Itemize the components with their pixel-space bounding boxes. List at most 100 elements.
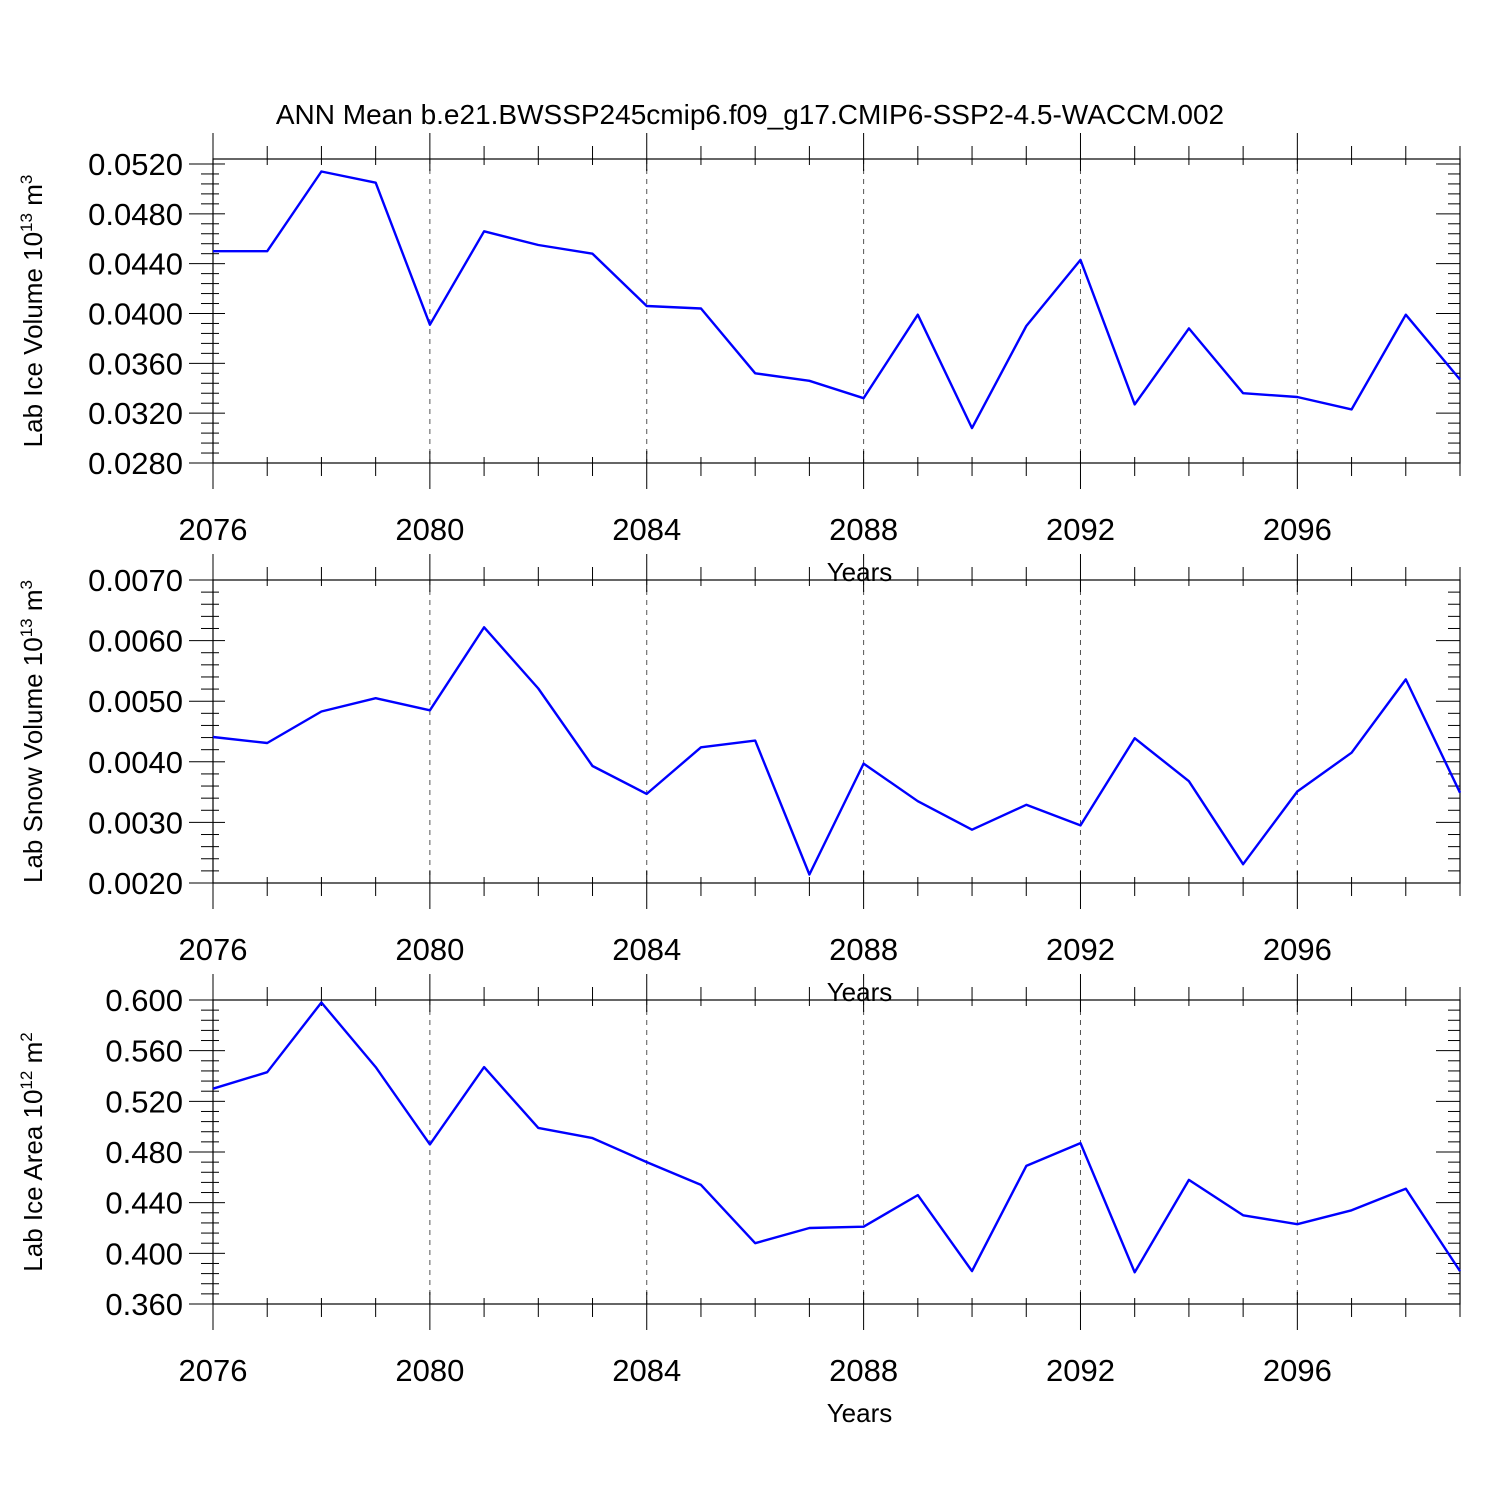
data-point (1024, 1164, 1028, 1168)
data-point (428, 1142, 432, 1146)
y-tick-label: 0.0020 (88, 866, 183, 901)
data-point (1404, 677, 1408, 681)
x-tick-label: 2084 (612, 1353, 681, 1388)
data-point (1458, 791, 1462, 795)
chart-panel-3: 0.360 0.400 0.440 0.480 0.520 0.560 0.600 2076 2… (17, 974, 1462, 1428)
data-point (1350, 751, 1354, 755)
x-tick-label: 2080 (395, 1353, 464, 1388)
y-tick-label: 0.0400 (88, 296, 183, 331)
data-point (482, 625, 486, 629)
y-axis-label: Lab Ice Area 1012 m2 (17, 1032, 48, 1271)
x-axis-label: Years (827, 977, 893, 1007)
data-point (265, 741, 269, 745)
data-point (265, 1070, 269, 1074)
data-point (1295, 1222, 1299, 1226)
data-point (645, 792, 649, 796)
y-axis-label: Lab Ice Volume 1013 m3 (17, 175, 48, 448)
data-point (591, 1136, 595, 1140)
x-tick-label: 2092 (1046, 932, 1115, 967)
plot-frame (212, 999, 1461, 1305)
y-tick-label: 0.0320 (88, 396, 183, 431)
x-tick-label: 2092 (1046, 512, 1115, 547)
y-tick-label: 0.600 (105, 983, 183, 1018)
data-point (1458, 378, 1462, 382)
data-point (1078, 823, 1082, 827)
data-point (1404, 1187, 1408, 1191)
data-point (862, 1225, 866, 1229)
data-point (591, 764, 595, 768)
y-tick-label: 0.440 (105, 1186, 183, 1221)
series-line (212, 1001, 1462, 1274)
y-axis-label-unit: m (18, 184, 48, 213)
y-axis-label-unit-power: 2 (17, 1032, 36, 1041)
y-tick-label: 0.0050 (88, 684, 183, 719)
data-point (645, 1160, 649, 1164)
data-point (1350, 1208, 1354, 1212)
data-point (699, 745, 703, 749)
data-point (482, 229, 486, 233)
x-tick-label: 2088 (829, 512, 898, 547)
data-point (1241, 862, 1245, 866)
data-point (1024, 324, 1028, 328)
data-point (1187, 1178, 1191, 1182)
data-point (753, 739, 757, 743)
data-point (265, 249, 269, 253)
y-axis-label-power: 13 (17, 618, 36, 637)
data-point (374, 181, 378, 185)
data-point (536, 1126, 540, 1130)
y-axis-label: Lab Snow Volume 1013 m3 (17, 580, 48, 883)
x-tick-label: 2088 (829, 1353, 898, 1388)
y-axis-label-text: Lab Ice Volume 10 (18, 232, 48, 447)
x-tick-label: 2080 (395, 932, 464, 967)
y-tick-label: 0.0030 (88, 805, 183, 840)
data-point (428, 323, 432, 327)
data-point (319, 169, 323, 173)
y-tick-label: 0.0520 (88, 147, 183, 182)
data-point (862, 396, 866, 400)
data-point (699, 1183, 703, 1187)
x-axis-label: Years (827, 557, 893, 587)
x-tick-label: 2096 (1263, 932, 1332, 967)
x-tick-label: 2076 (179, 512, 248, 547)
y-axis-label-unit: m (18, 1042, 48, 1071)
x-tick-label: 2092 (1046, 1353, 1115, 1388)
data-point (1241, 1213, 1245, 1217)
y-tick-label: 0.480 (105, 1135, 183, 1170)
y-axis-label-power: 12 (17, 1071, 36, 1090)
y-tick-label: 0.0070 (88, 563, 183, 598)
y-tick-label: 0.0480 (88, 197, 183, 232)
data-point (482, 1065, 486, 1069)
x-tick-label: 2084 (612, 932, 681, 967)
data-point (645, 304, 649, 308)
data-point (1078, 258, 1082, 262)
data-point (211, 1087, 215, 1091)
x-tick-label: 2076 (179, 1353, 248, 1388)
data-point (807, 1226, 811, 1230)
data-point (1458, 1269, 1462, 1273)
y-tick-label: 0.0040 (88, 745, 183, 780)
y-tick-label: 0.520 (105, 1084, 183, 1119)
series-line (213, 170, 1461, 430)
y-tick-label: 0.0360 (88, 346, 183, 381)
x-tick-label: 2096 (1263, 1353, 1332, 1388)
data-point (1295, 789, 1299, 793)
y-tick-label: 0.560 (105, 1034, 183, 1069)
data-point (1187, 779, 1191, 783)
data-point (1187, 326, 1191, 330)
data-point (1350, 407, 1354, 411)
data-point (1241, 391, 1245, 395)
data-point (862, 762, 866, 766)
y-axis-label-text: Lab Snow Volume 10 (18, 637, 48, 883)
data-point (1078, 1141, 1082, 1145)
data-point (807, 379, 811, 383)
plot-frame (212, 579, 1461, 884)
figure-title: ANN Mean b.e21.BWSSP245cmip6.f09_g17.CMI… (276, 99, 1224, 130)
data-point (916, 799, 920, 803)
y-axis-label-power: 13 (17, 213, 36, 232)
data-point (916, 313, 920, 317)
x-tick-label: 2080 (395, 512, 464, 547)
data-point (1295, 395, 1299, 399)
y-axis-label-unit-power: 3 (17, 175, 36, 184)
x-tick-label: 2076 (179, 932, 248, 967)
